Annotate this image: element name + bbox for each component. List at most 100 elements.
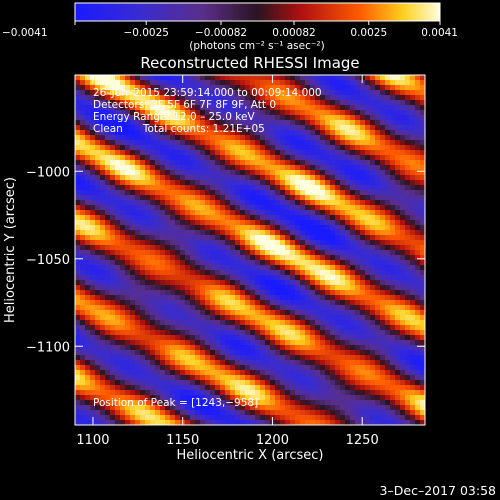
heatmap-cell: [100, 345, 106, 351]
heatmap-cell: [100, 200, 106, 206]
heatmap-cell: [390, 130, 396, 136]
heatmap-cell: [230, 125, 236, 131]
heatmap-cell: [255, 200, 261, 206]
heatmap-cell: [410, 75, 416, 81]
heatmap-cell: [375, 310, 381, 316]
heatmap-cell: [325, 105, 331, 111]
heatmap-cell: [145, 340, 151, 346]
heatmap-cell: [365, 90, 371, 96]
heatmap-cell: [355, 105, 361, 111]
heatmap-cell: [295, 220, 301, 226]
heatmap-cell: [315, 90, 321, 96]
heatmap-cell: [370, 200, 376, 206]
heatmap-cell: [110, 385, 116, 391]
heatmap-cell: [80, 380, 86, 386]
heatmap-cell: [85, 160, 91, 166]
heatmap-cell: [285, 340, 291, 346]
heatmap-cell: [310, 315, 316, 321]
heatmap-cell: [175, 245, 181, 251]
heatmap-cell: [175, 315, 181, 321]
heatmap-cell: [205, 360, 211, 366]
heatmap-cell: [240, 220, 246, 226]
heatmap-cell: [260, 415, 266, 421]
heatmap-cell: [270, 280, 276, 286]
heatmap-cell: [260, 320, 266, 326]
heatmap-cell: [310, 170, 316, 176]
heatmap-cell: [380, 100, 386, 106]
heatmap-cell: [165, 190, 171, 196]
heatmap-cell: [90, 410, 96, 416]
heatmap-cell: [210, 310, 216, 316]
heatmap-cell: [370, 390, 376, 396]
heatmap-cell: [95, 265, 101, 271]
heatmap-cell: [375, 340, 381, 346]
heatmap-cell: [320, 210, 326, 216]
heatmap-cell: [385, 150, 391, 156]
heatmap-cell: [395, 325, 401, 331]
heatmap-cell: [395, 200, 401, 206]
heatmap-cell: [330, 335, 336, 341]
heatmap-cell: [320, 130, 326, 136]
heatmap-cell: [220, 265, 226, 271]
heatmap-cell: [395, 130, 401, 136]
heatmap-cell: [245, 80, 251, 86]
heatmap-cell: [220, 100, 226, 106]
heatmap-cell: [210, 300, 216, 306]
heatmap-cell: [225, 120, 231, 126]
heatmap-cell: [195, 310, 201, 316]
heatmap-cell: [370, 300, 376, 306]
heatmap-cell: [80, 90, 86, 96]
heatmap-cell: [240, 145, 246, 151]
heatmap-cell: [75, 165, 81, 171]
heatmap-cell: [85, 360, 91, 366]
heatmap-cell: [85, 105, 91, 111]
heatmap-cell: [80, 360, 86, 366]
heatmap-cell: [215, 330, 221, 336]
heatmap-cell: [120, 360, 126, 366]
heatmap-cell: [180, 100, 186, 106]
heatmap-cell: [295, 285, 301, 291]
heatmap-cell: [350, 180, 356, 186]
heatmap-cell: [305, 380, 311, 386]
heatmap-cell: [280, 160, 286, 166]
heatmap-cell: [285, 255, 291, 261]
heatmap-cell: [340, 100, 346, 106]
heatmap-cell: [250, 375, 256, 381]
heatmap-cell: [105, 250, 111, 256]
heatmap-cell: [355, 360, 361, 366]
heatmap-cell: [130, 370, 136, 376]
heatmap-cell: [130, 375, 136, 381]
heatmap-cell: [235, 135, 241, 141]
heatmap-cell: [260, 140, 266, 146]
heatmap-cell: [175, 335, 181, 341]
heatmap-cell: [260, 385, 266, 391]
heatmap-cell: [100, 175, 106, 181]
heatmap-cell: [300, 360, 306, 366]
heatmap-cell: [180, 95, 186, 101]
heatmap-cell: [385, 155, 391, 161]
heatmap-cell: [420, 410, 425, 416]
heatmap-cell: [170, 290, 176, 296]
heatmap-cell: [400, 95, 406, 101]
heatmap-cell: [345, 335, 351, 341]
heatmap-cell: [220, 270, 226, 276]
heatmap-cell: [85, 375, 91, 381]
heatmap-cell: [305, 320, 311, 326]
heatmap-cell: [270, 375, 276, 381]
heatmap-cell: [340, 270, 346, 276]
heatmap-cell: [405, 355, 411, 361]
heatmap-cell: [75, 240, 81, 246]
heatmap-cell: [330, 260, 336, 266]
heatmap-cell: [170, 150, 176, 156]
heatmap-cell: [415, 340, 421, 346]
heatmap-cell: [390, 105, 396, 111]
heatmap-cell: [265, 295, 271, 301]
heatmap-cell: [90, 395, 96, 401]
heatmap-cell: [130, 225, 136, 231]
heatmap-cell: [420, 415, 425, 421]
heatmap-cell: [290, 95, 296, 101]
heatmap-cell: [340, 190, 346, 196]
heatmap-cell: [400, 325, 406, 331]
heatmap-cell: [115, 270, 121, 276]
heatmap-cell: [315, 235, 321, 241]
